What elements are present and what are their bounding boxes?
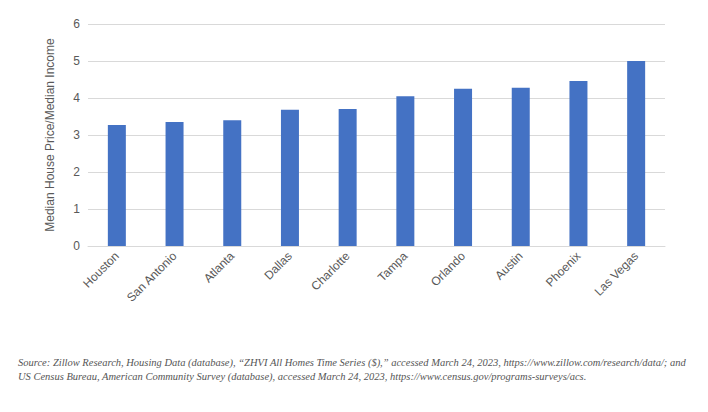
svg-text:Dallas: Dallas (261, 249, 294, 282)
svg-text:Houston: Houston (80, 249, 121, 290)
svg-text:0: 0 (73, 239, 80, 253)
svg-text:Orlando: Orlando (428, 249, 468, 289)
svg-text:Median House Price/Median Inco: Median House Price/Median Income (43, 38, 57, 232)
svg-text:2: 2 (73, 165, 80, 179)
svg-text:Austin: Austin (492, 249, 525, 282)
svg-text:4: 4 (73, 91, 80, 105)
svg-text:San Antonio: San Antonio (124, 249, 180, 305)
svg-text:5: 5 (73, 54, 80, 68)
html-text:Source: Zillow Research, Housi: Source: Zillow Research, Housing Data (d… (18, 357, 686, 382)
svg-text:Phoenix: Phoenix (543, 249, 584, 290)
svg-text:Las Vegas: Las Vegas (592, 249, 641, 298)
svg-text:6: 6 (73, 17, 80, 31)
svg-text:Charlotte: Charlotte (308, 249, 353, 294)
svg-text:3: 3 (73, 128, 80, 142)
svg-text:Atlanta: Atlanta (201, 249, 238, 286)
svg-text:Tampa: Tampa (375, 249, 411, 285)
svg-text:1: 1 (73, 202, 80, 216)
